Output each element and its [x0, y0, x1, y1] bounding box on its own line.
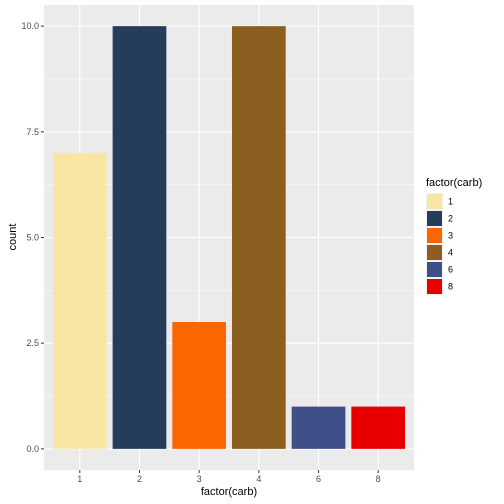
legend-label-2: 2 [448, 214, 453, 224]
legend-label-1: 1 [448, 197, 453, 207]
x-axis-title: factor(carb) [201, 486, 257, 498]
bar-carb-3 [172, 322, 227, 449]
legend-label-8: 8 [448, 282, 453, 292]
legend-swatch-6 [427, 262, 442, 277]
x-tick-label: 4 [256, 474, 261, 484]
y-tick-label: 5.0 [26, 233, 39, 243]
bar-carb-4 [231, 26, 286, 449]
y-axis: 0.0 2.5 5.0 7.5 10.0 [21, 21, 44, 454]
legend-swatch-8 [427, 279, 442, 294]
legend-swatch-2 [427, 211, 442, 226]
x-tick-label: 1 [77, 474, 82, 484]
legend: factor(carb) 1 2 3 4 6 8 [426, 177, 482, 295]
legend-title: factor(carb) [426, 177, 482, 189]
y-tick-label: 2.5 [26, 338, 39, 348]
x-tick-label: 6 [316, 474, 321, 484]
bar-carb-2 [112, 26, 167, 449]
y-tick-label: 7.5 [26, 127, 39, 137]
bar-carb-1 [52, 152, 107, 449]
legend-swatch-3 [427, 228, 442, 243]
legend-label-4: 4 [448, 248, 453, 258]
legend-swatch-4 [427, 245, 442, 260]
y-tick-label: 10.0 [21, 21, 39, 31]
x-tick-label: 2 [137, 474, 142, 484]
y-tick-label: 0.0 [26, 444, 39, 454]
bar-carb-6 [291, 406, 346, 449]
bar-carb-8 [351, 406, 406, 449]
x-tick-label: 8 [376, 474, 381, 484]
legend-swatch-1 [427, 194, 442, 209]
bars [52, 26, 406, 449]
legend-label-6: 6 [448, 265, 453, 275]
legend-label-3: 3 [448, 231, 453, 241]
x-axis: 1 2 3 4 6 8 [77, 470, 381, 484]
x-tick-label: 3 [197, 474, 202, 484]
y-axis-title: count [7, 224, 19, 251]
